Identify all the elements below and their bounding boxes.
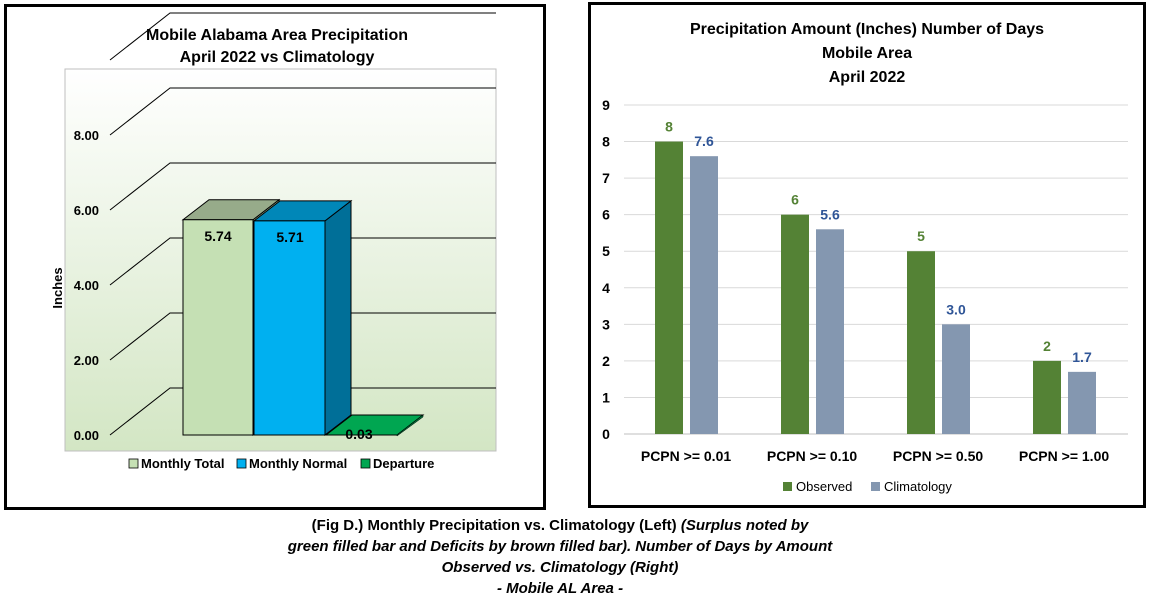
right-legend-label-2: Climatology [884,479,952,494]
right-y-tick-label: 2 [602,353,610,369]
right-y-tick-label: 1 [602,389,610,405]
left-y-tick-label: 2.00 [74,353,99,368]
right-y-tick-label: 3 [602,316,610,332]
bar-monthly-normal-front [253,220,326,436]
left-chart: Mobile Alabama Area Precipitation April 2… [50,12,497,471]
bar-monthly-total-front [182,219,254,436]
left-legend-swatch-2 [236,458,247,469]
left-y-tick-label: 4.00 [74,278,99,293]
bar-climatology [816,229,844,434]
bar-climatology [690,156,718,434]
bar-label-observed: 8 [665,119,673,135]
right-legend-swatch-2 [871,482,880,491]
right-y-tick-label: 9 [602,97,610,113]
right-chart-title-line-2: Mobile Area [822,45,912,62]
left-chart-title-line-2: April 2022 vs Climatology [180,49,375,66]
left-y-tick-label: 8.00 [74,128,99,143]
right-chart: Precipitation Amount (Inches) Number of … [602,21,1128,494]
bar-label-observed: 5 [917,228,925,244]
left-y-tick-label: 6.00 [74,203,99,218]
left-y-axis-label: Inches [50,267,65,308]
bar-observed [1033,360,1061,434]
bar-climatology [942,324,970,434]
left-gridline [109,162,496,211]
bar-monthly-normal-side [324,199,352,437]
right-x-tick-label: PCPN >= 0.50 [893,448,983,464]
right-chart-panel: Precipitation Amount (Inches) Number of … [588,2,1146,508]
bar-label-climatology: 1.7 [1072,349,1092,365]
left-legend-label-1: Monthly Total [141,456,225,471]
left-gridline [109,312,496,361]
left-y-tick-label: 0.00 [74,428,99,443]
bar-observed [655,141,683,435]
caption-line1-italic: (Surplus noted by [680,517,809,534]
bar-departure [324,414,425,437]
bar-climatology [1068,371,1096,434]
right-x-tick-label: PCPN >= 0.10 [767,448,857,464]
left-legend-label-3: Departure [373,456,434,471]
right-y-tick-label: 0 [602,426,610,442]
left-legend-label-2: Monthly Normal [249,456,347,471]
left-gridline [109,387,496,436]
right-y-tick-label: 8 [602,134,610,150]
right-y-tick-label: 4 [602,280,610,296]
bar-label-departure: 0.03 [345,426,372,442]
right-legend-label-1: Observed [796,479,852,494]
caption-line2: green filled bar and Deficits by brown f… [287,538,833,555]
figure-caption: (Fig D.) Monthly Precipitation vs. Clima… [0,515,1120,599]
bar-observed [907,251,935,434]
caption-line1-bold: (Fig D.) Monthly Precipitation vs. Clima… [311,517,681,534]
bar-monthly-normal [252,199,353,437]
left-gridline [109,237,496,286]
caption-line4: - Mobile AL Area - [496,580,624,597]
caption-line3: Observed vs. Climatology (Right) [441,559,679,576]
bar-departure-side [396,414,424,437]
right-x-tick-label: PCPN >= 1.00 [1019,448,1109,464]
bar-label-climatology: 7.6 [694,133,714,149]
bar-label-observed: 2 [1043,338,1051,354]
left-chart-panel: Mobile Alabama Area Precipitation April 2… [4,4,546,510]
right-legend-swatch-1 [783,482,792,491]
bar-label-monthly-total: 5.74 [204,228,231,244]
right-chart-title-line-3: April 2022 [829,69,906,86]
bar-label-monthly-normal: 5.71 [276,229,303,245]
bar-label-climatology: 5.6 [820,206,840,222]
left-legend-swatch-3 [360,458,371,469]
bar-label-observed: 6 [791,192,799,208]
left-legend-swatch-1 [128,458,139,469]
left-chart-title-line-1: Mobile Alabama Area Precipitation [146,27,408,44]
right-y-tick-label: 7 [602,170,610,186]
right-y-tick-label: 5 [602,243,610,259]
left-gridline [109,87,496,136]
right-chart-title-line-1: Precipitation Amount (Inches) Number of … [690,21,1044,38]
right-x-tick-label: PCPN >= 0.01 [641,448,731,464]
right-y-tick-label: 6 [602,207,610,223]
left-gridline [109,12,496,61]
bar-observed [781,214,809,434]
bar-label-climatology: 3.0 [946,301,966,317]
